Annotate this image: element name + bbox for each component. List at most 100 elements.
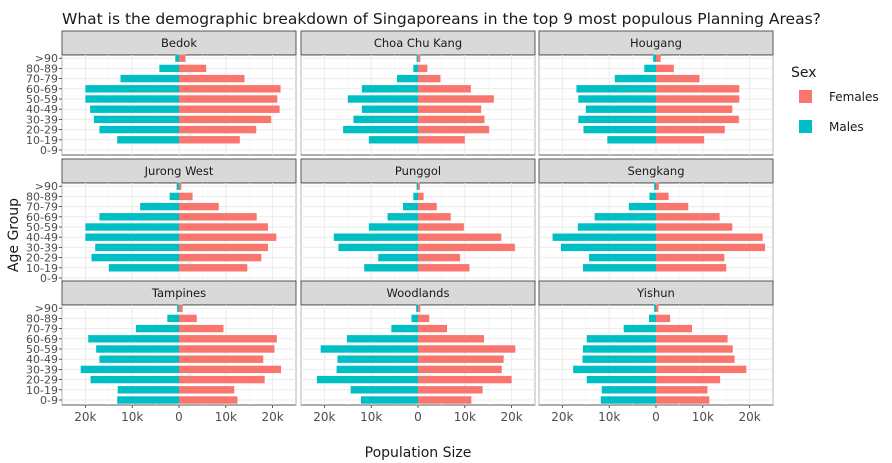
bar-males-jurong-west-2 bbox=[91, 253, 179, 262]
bar-males-yishun-3 bbox=[573, 365, 656, 374]
x-tick-label: 20k bbox=[738, 410, 760, 424]
bar-females-jurong-west-4 bbox=[179, 233, 277, 241]
bar-females-hougang-1 bbox=[656, 136, 705, 144]
bar-males-yishun-4 bbox=[582, 355, 656, 363]
bar-males-punggol-6 bbox=[387, 213, 418, 221]
bar-females-choa-chu-kang-2 bbox=[418, 125, 490, 134]
bar-females-jurong-west-8 bbox=[179, 192, 193, 201]
y-tick-label: 20-29 bbox=[26, 252, 58, 265]
bar-males-woodlands-8 bbox=[411, 314, 418, 323]
bar-females-choa-chu-kang-4 bbox=[418, 105, 482, 113]
bar-females-sengkang-9 bbox=[656, 182, 659, 190]
bar-males-hougang-5 bbox=[578, 95, 656, 103]
facet-strip-woodlands bbox=[300, 280, 536, 306]
y-tick-label: 80-89 bbox=[26, 62, 58, 75]
facet-label-yishun: Yishun bbox=[636, 286, 675, 300]
bar-females-sengkang-4 bbox=[656, 233, 763, 241]
bar-males-choa-chu-kang-2 bbox=[343, 125, 418, 134]
facet-strip-yishun bbox=[538, 280, 774, 306]
y-tick-label: >90 bbox=[35, 180, 58, 193]
bar-females-tampines-4 bbox=[179, 355, 264, 363]
facet-label-jurong-west: Jurong West bbox=[144, 164, 214, 178]
bar-females-jurong-west-2 bbox=[179, 253, 262, 262]
bar-females-punggol-4 bbox=[418, 233, 502, 241]
facet-strip-sengkang bbox=[538, 158, 774, 184]
bar-females-jurong-west-6 bbox=[179, 213, 257, 221]
bar-females-jurong-west-9 bbox=[179, 182, 182, 190]
bar-males-punggol-4 bbox=[333, 233, 418, 241]
bar-females-punggol-9 bbox=[418, 182, 420, 190]
bar-females-bedok-3 bbox=[179, 115, 272, 124]
bar-females-tampines-8 bbox=[179, 314, 197, 323]
bar-males-bedok-9 bbox=[175, 54, 179, 62]
y-tick-label: >90 bbox=[35, 52, 58, 65]
bar-males-punggol-2 bbox=[378, 253, 418, 262]
bar-males-hougang-2 bbox=[583, 125, 656, 134]
facet-label-choa-chu-kang: Choa Chu Kang bbox=[374, 36, 462, 50]
y-tick-label: 0-9 bbox=[40, 394, 58, 407]
x-tick-label: 20k bbox=[261, 410, 283, 424]
bar-females-woodlands-7 bbox=[418, 324, 448, 333]
y-tick-label: 0-9 bbox=[40, 272, 58, 285]
facet-label-sengkang: Sengkang bbox=[627, 164, 684, 178]
y-tick-label: 30-39 bbox=[26, 113, 58, 126]
bar-females-hougang-6 bbox=[656, 85, 740, 93]
bar-males-choa-chu-kang-7 bbox=[396, 74, 418, 83]
y-tick-label: 50-59 bbox=[26, 343, 58, 356]
bar-males-sengkang-9 bbox=[654, 182, 656, 190]
y-tick-label: 80-89 bbox=[26, 190, 58, 203]
bar-females-choa-chu-kang-8 bbox=[418, 64, 428, 73]
bar-males-yishun-6 bbox=[586, 335, 656, 343]
bar-males-yishun-7 bbox=[623, 324, 656, 333]
legend-label-males: Males bbox=[829, 120, 864, 134]
bar-males-punggol-9 bbox=[416, 182, 418, 190]
bar-females-bedok-5 bbox=[179, 95, 278, 103]
bar-males-jurong-west-5 bbox=[85, 223, 179, 231]
bar-males-hougang-8 bbox=[644, 64, 656, 73]
bar-females-tampines-6 bbox=[179, 335, 277, 343]
y-tick-label: 40-49 bbox=[26, 103, 58, 116]
bar-females-punggol-8 bbox=[418, 192, 424, 201]
bar-females-jurong-west-3 bbox=[179, 243, 268, 252]
x-tick-label: 20k bbox=[551, 410, 573, 424]
bar-males-tampines-9 bbox=[177, 304, 179, 312]
bar-males-choa-chu-kang-1 bbox=[368, 136, 418, 144]
bar-males-yishun-1 bbox=[601, 386, 656, 394]
bar-females-woodlands-1 bbox=[418, 386, 483, 394]
bar-males-woodlands-0 bbox=[360, 396, 418, 404]
x-tick-label: 10k bbox=[454, 410, 476, 424]
bar-males-tampines-7 bbox=[135, 324, 179, 333]
y-tick-label: 10-19 bbox=[26, 262, 58, 275]
y-tick-label: 70-79 bbox=[26, 201, 58, 214]
bar-males-hougang-3 bbox=[578, 115, 656, 124]
bar-females-punggol-1 bbox=[418, 264, 470, 272]
y-tick-label: 80-89 bbox=[26, 312, 58, 325]
chart-title: What is the demographic breakdown of Sin… bbox=[62, 10, 821, 28]
bar-males-woodlands-4 bbox=[337, 355, 418, 363]
bar-males-woodlands-5 bbox=[320, 345, 418, 353]
bar-females-yishun-4 bbox=[656, 355, 735, 363]
bar-females-jurong-west-7 bbox=[179, 202, 219, 211]
bar-females-yishun-7 bbox=[656, 324, 693, 333]
bar-females-punggol-5 bbox=[418, 223, 464, 231]
x-tick-label: 10k bbox=[360, 410, 382, 424]
x-tick-label: 10k bbox=[215, 410, 237, 424]
y-tick-label: 40-49 bbox=[26, 231, 58, 244]
bar-males-punggol-1 bbox=[364, 264, 418, 272]
bar-males-sengkang-5 bbox=[577, 223, 656, 231]
bar-females-hougang-9 bbox=[656, 54, 661, 62]
bar-females-sengkang-8 bbox=[656, 192, 669, 201]
y-tick-label: 60-69 bbox=[26, 83, 58, 96]
bar-males-hougang-1 bbox=[607, 136, 656, 144]
bar-females-yishun-5 bbox=[656, 345, 733, 353]
x-axis-title: Population Size bbox=[365, 445, 472, 461]
bar-females-yishun-8 bbox=[656, 314, 671, 323]
bar-females-woodlands-9 bbox=[418, 304, 421, 312]
y-tick-label: 0-9 bbox=[40, 144, 58, 157]
bar-females-woodlands-3 bbox=[418, 365, 502, 374]
bar-females-woodlands-6 bbox=[418, 335, 484, 343]
bar-females-jurong-west-5 bbox=[179, 223, 268, 231]
bar-males-sengkang-7 bbox=[628, 202, 656, 211]
legend-swatch-females bbox=[799, 90, 812, 103]
